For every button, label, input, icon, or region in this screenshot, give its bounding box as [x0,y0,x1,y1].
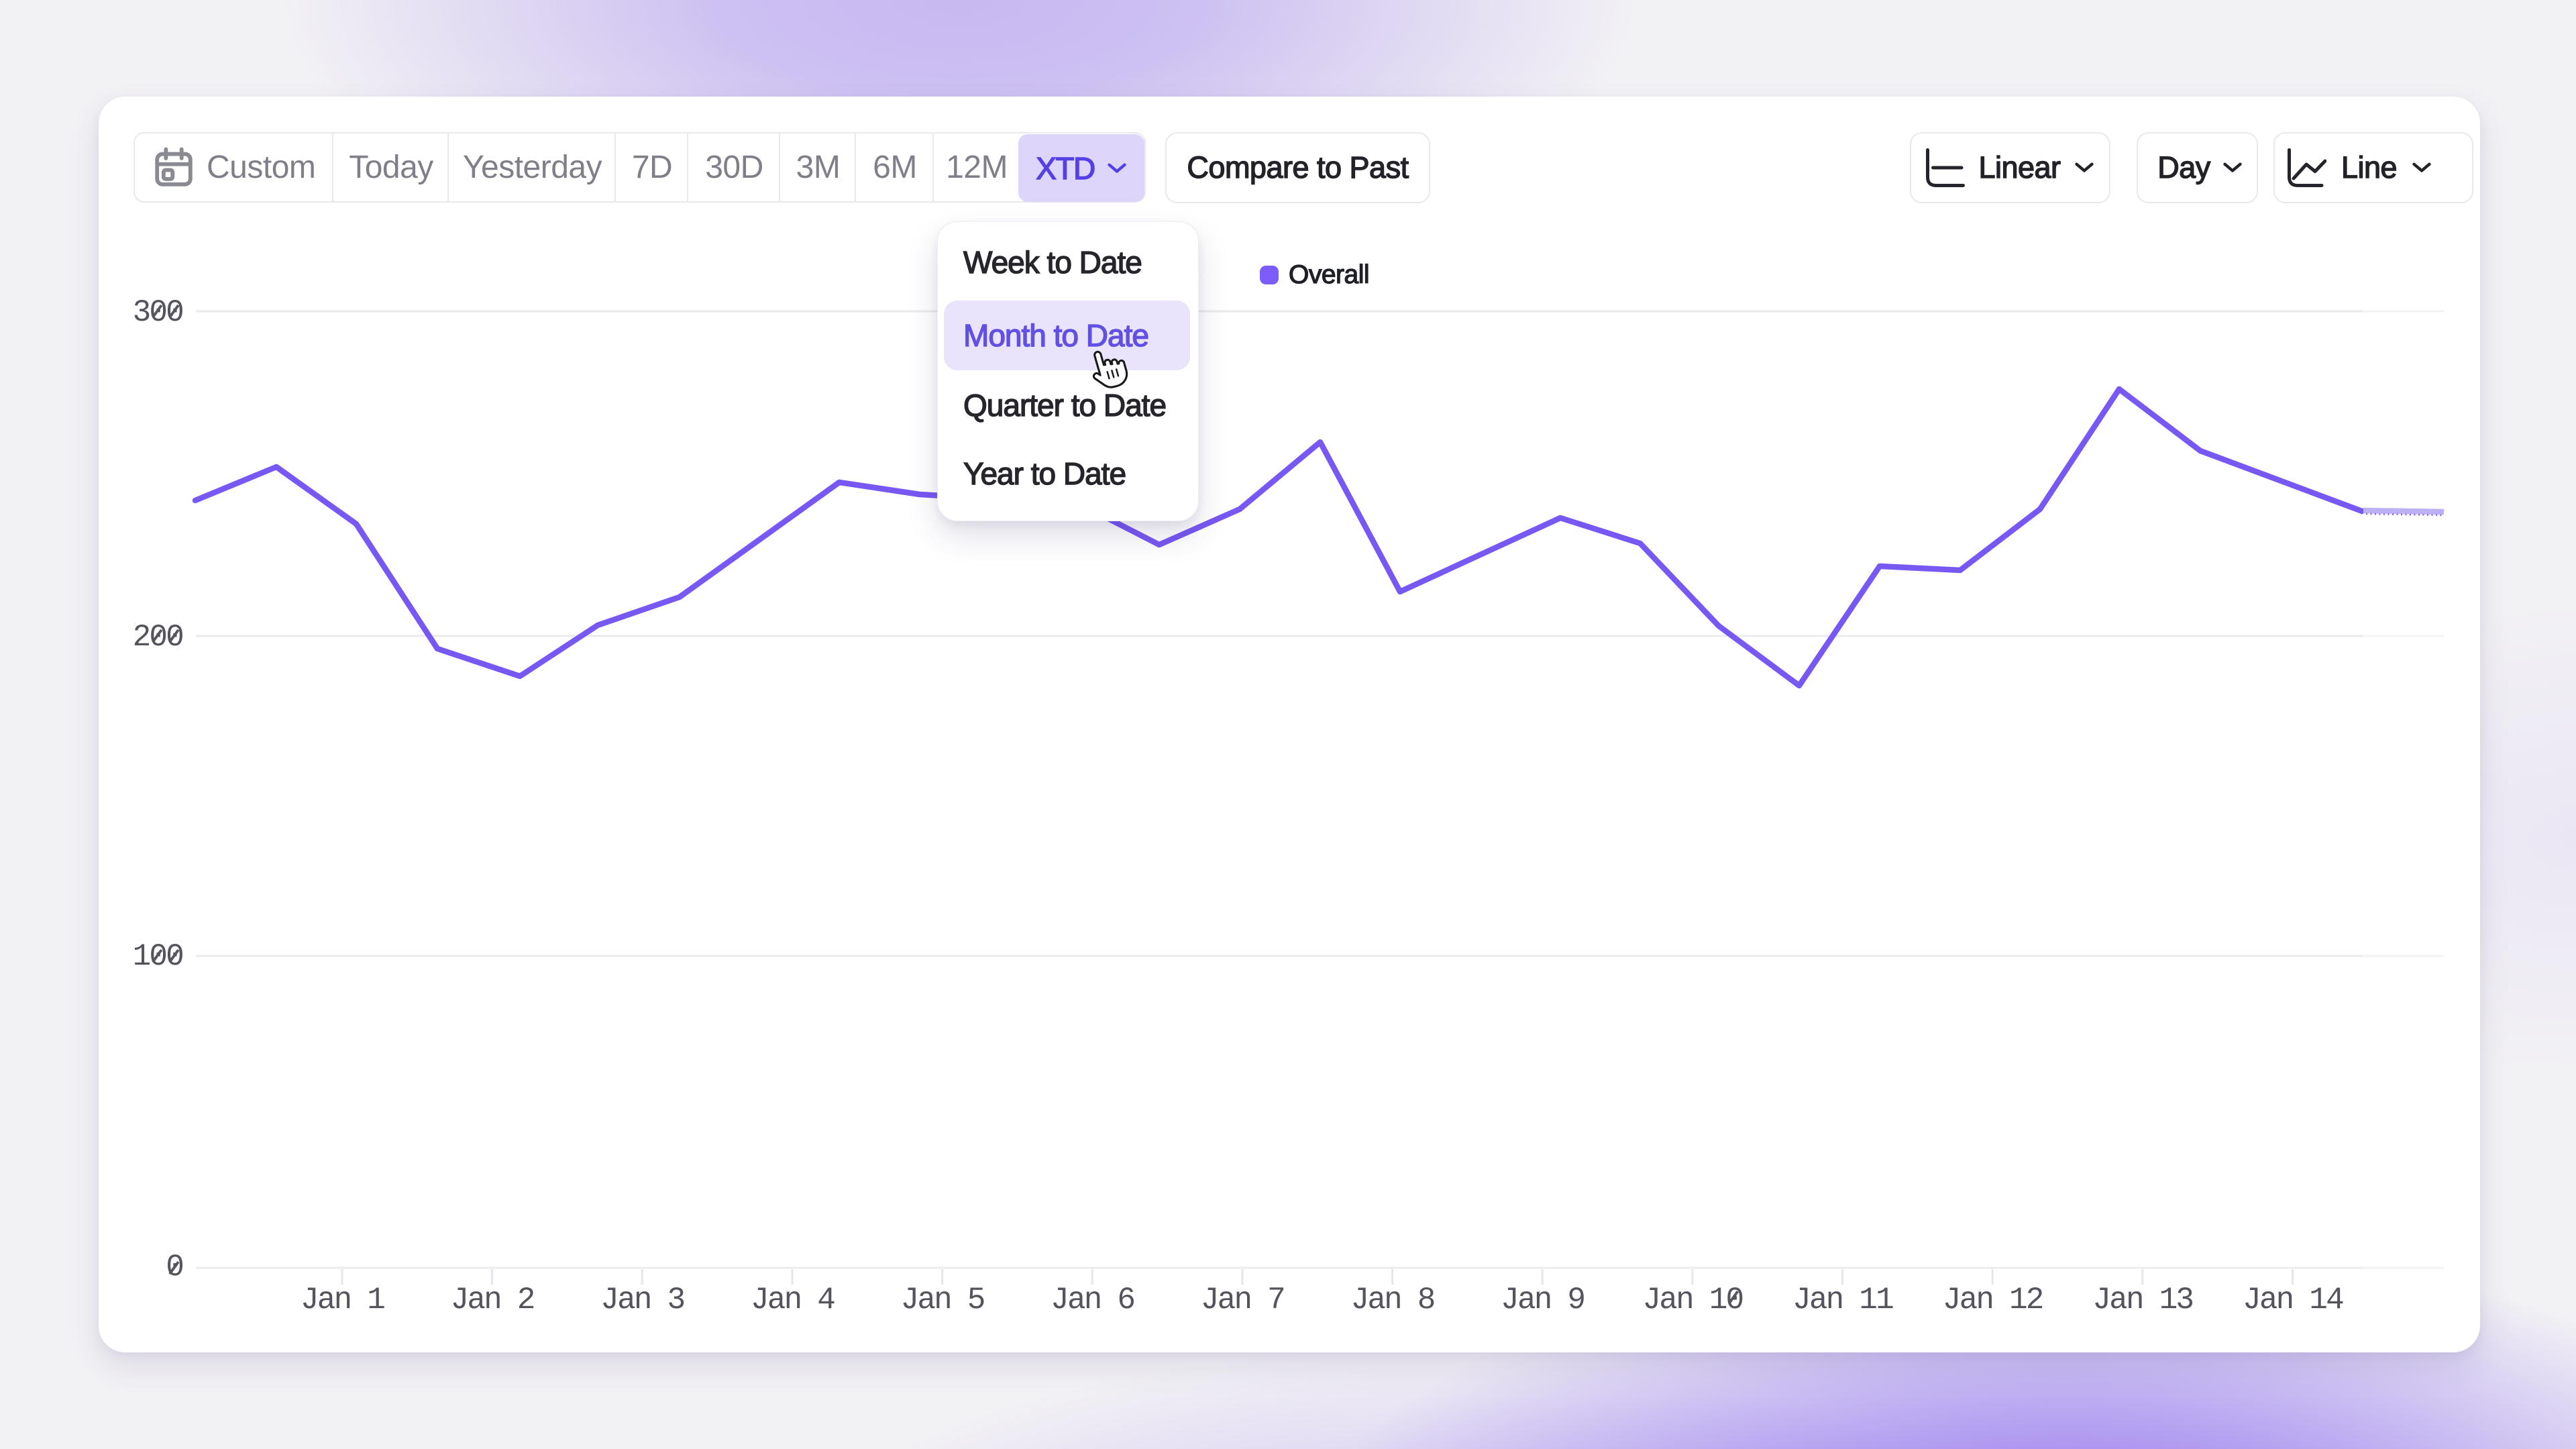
svg-text:Jan 4: Jan 4 [751,1283,835,1318]
svg-text:Jan 12: Jan 12 [1943,1283,2043,1318]
svg-text:Jan 3: Jan 3 [600,1283,684,1318]
svg-text:200: 200 [133,620,183,655]
svg-text:Jan 7: Jan 7 [1201,1283,1284,1318]
svg-text:Jan 8: Jan 8 [1351,1283,1434,1318]
svg-text:Jan 6: Jan 6 [1051,1283,1134,1318]
svg-text:300: 300 [133,295,183,330]
svg-text:100: 100 [133,939,183,974]
svg-text:Jan 9: Jan 9 [1501,1283,1584,1318]
svg-text:Jan 5: Jan 5 [901,1283,984,1318]
svg-text:Jan 13: Jan 13 [2092,1283,2192,1318]
svg-text:Jan 10: Jan 10 [1642,1283,1742,1318]
svg-text:Jan 1: Jan 1 [301,1283,384,1318]
svg-text:Jan 2: Jan 2 [451,1283,534,1318]
svg-text:Jan 14: Jan 14 [2243,1283,2343,1318]
svg-text:Jan 11: Jan 11 [1792,1283,1893,1318]
